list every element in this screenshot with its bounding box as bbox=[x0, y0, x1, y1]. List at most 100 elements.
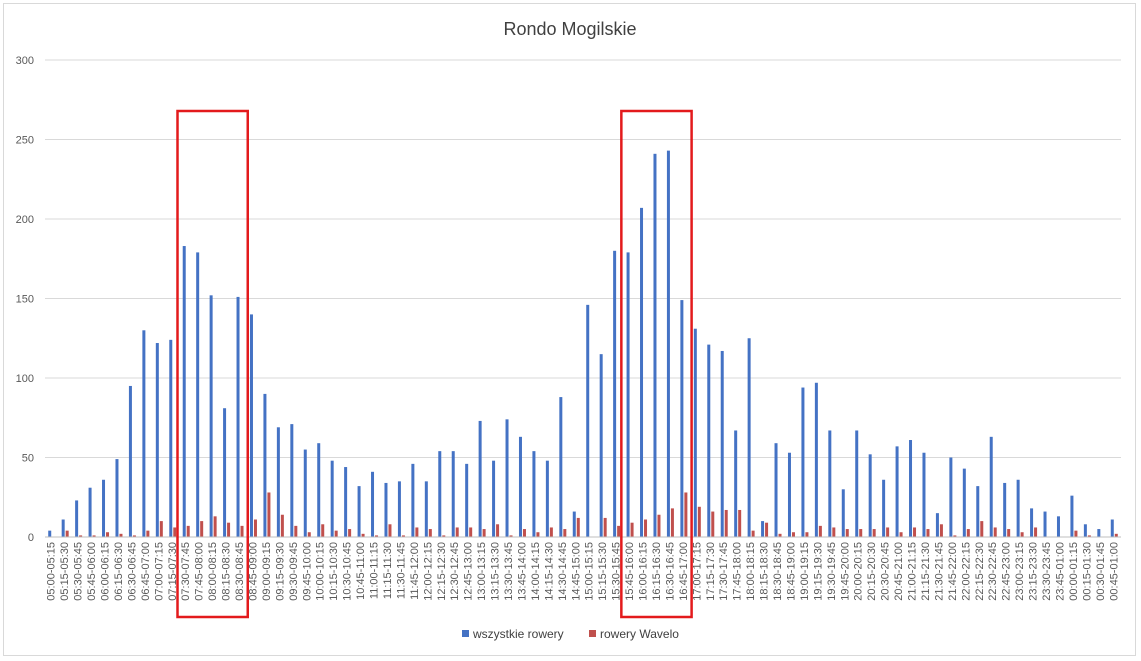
bar-wszystkie-rowery bbox=[841, 489, 845, 537]
x-tick-label: 09:30-09:45 bbox=[288, 542, 300, 601]
bar-wszystkie-rowery bbox=[801, 387, 805, 537]
x-tick-label: 20:15-20:30 bbox=[866, 542, 878, 601]
bar-rowery-wavelo bbox=[482, 529, 486, 537]
bar-wszystkie-rowery bbox=[855, 430, 859, 537]
bar-rowery-wavelo bbox=[92, 535, 96, 537]
bar-wszystkie-rowery bbox=[1110, 519, 1114, 537]
bar-wszystkie-rowery bbox=[48, 530, 52, 537]
bar-wszystkie-rowery bbox=[559, 397, 563, 537]
x-tick-label: 10:30-10:45 bbox=[342, 542, 354, 601]
bar-wszystkie-rowery bbox=[317, 443, 321, 537]
bar-wszystkie-rowery bbox=[814, 382, 818, 537]
bar-wszystkie-rowery bbox=[895, 446, 899, 537]
bar-rowery-wavelo bbox=[428, 529, 432, 537]
x-tick-label: 12:00-12:15 bbox=[422, 542, 434, 601]
highlight-box bbox=[176, 109, 249, 619]
bar-wszystkie-rowery bbox=[169, 339, 173, 537]
bar-wszystkie-rowery bbox=[115, 459, 119, 537]
bar-wszystkie-rowery bbox=[774, 443, 778, 537]
chart-frame bbox=[3, 3, 1136, 656]
bar-rowery-wavelo bbox=[926, 529, 930, 537]
bar-rowery-wavelo bbox=[401, 535, 405, 537]
x-axis: 05:00-05:15 05:15-05:30 05:30-05:45 05:45-0… bbox=[45, 536, 1121, 601]
gridlines bbox=[45, 59, 1121, 538]
bar-rowery-wavelo bbox=[65, 530, 69, 537]
bar-wszystkie-rowery bbox=[478, 420, 482, 537]
bar-wszystkie-rowery bbox=[882, 479, 886, 537]
bar-wszystkie-rowery bbox=[1083, 524, 1087, 537]
x-tick-label: 11:00-11:15 bbox=[369, 542, 381, 599]
x-tick-label: 06:30-06:45 bbox=[126, 542, 138, 601]
x-tick-label: 19:30-19:45 bbox=[826, 542, 838, 601]
bar-rowery-wavelo bbox=[697, 506, 701, 537]
bar-rowery-wavelo bbox=[79, 535, 83, 537]
x-tick-label: 07:15-07:30 bbox=[167, 542, 179, 601]
x-tick-label: 11:30-11:45 bbox=[395, 542, 407, 599]
bar-rowery-wavelo bbox=[200, 521, 204, 537]
bars bbox=[48, 150, 1118, 538]
bar-wszystkie-rowery bbox=[532, 451, 536, 537]
x-tick-label: 11:15-11:30 bbox=[382, 542, 394, 599]
bar-wszystkie-rowery bbox=[828, 430, 832, 537]
y-tick-label: 150 bbox=[16, 294, 34, 306]
bar-rowery-wavelo bbox=[872, 529, 876, 537]
x-tick-label: 00:45-01:00 bbox=[1108, 542, 1120, 601]
bar-wszystkie-rowery bbox=[209, 295, 213, 537]
x-tick-label: 14:30-14:45 bbox=[557, 542, 569, 601]
x-tick-label: 19:15-19:30 bbox=[812, 542, 824, 601]
bar-wszystkie-rowery bbox=[761, 521, 765, 537]
bar-wszystkie-rowery bbox=[962, 468, 966, 537]
bar-rowery-wavelo bbox=[549, 527, 553, 537]
bar-rowery-wavelo bbox=[267, 492, 271, 537]
x-tick-label: 05:00-05:15 bbox=[46, 542, 58, 601]
bar-wszystkie-rowery bbox=[949, 457, 953, 537]
x-tick-label: 06:15-06:30 bbox=[113, 542, 125, 601]
x-tick-label: 11:45-12:00 bbox=[409, 542, 421, 600]
x-tick-label: 15:15-15:30 bbox=[597, 542, 609, 601]
bar-wszystkie-rowery bbox=[102, 479, 106, 537]
legend: wszystkie rowery rowery Wavelo bbox=[462, 627, 679, 641]
bar-rowery-wavelo bbox=[522, 529, 526, 537]
bar-rowery-wavelo bbox=[1034, 527, 1038, 537]
bar-wszystkie-rowery bbox=[640, 207, 644, 537]
x-tick-label: 00:00-01:15 bbox=[1068, 542, 1080, 601]
x-tick-label: 09:15-09:30 bbox=[274, 542, 286, 601]
bar-rowery-wavelo bbox=[307, 532, 311, 537]
bar-rowery-wavelo bbox=[186, 525, 190, 537]
x-tick-label: 18:30-18:45 bbox=[772, 542, 784, 601]
bar-rowery-wavelo bbox=[576, 517, 580, 537]
x-tick-label: 17:00-17:15 bbox=[691, 542, 703, 601]
x-tick-label: 17:15-17:30 bbox=[705, 542, 717, 601]
bar-rowery-wavelo bbox=[119, 533, 123, 537]
bar-wszystkie-rowery bbox=[868, 454, 872, 537]
bar-rowery-wavelo bbox=[1087, 535, 1091, 537]
legend-swatch-wszystkie-rowery bbox=[462, 630, 469, 637]
bar-rowery-wavelo bbox=[536, 532, 540, 537]
bar-rowery-wavelo bbox=[832, 527, 836, 537]
x-tick-label: 14:45-15:00 bbox=[570, 542, 582, 601]
bar-rowery-wavelo bbox=[496, 524, 500, 537]
bar-rowery-wavelo bbox=[294, 525, 298, 537]
x-tick-label: 19:00-19:15 bbox=[799, 542, 811, 601]
x-tick-label: 17:30-17:45 bbox=[718, 542, 730, 601]
bar-rowery-wavelo bbox=[859, 529, 863, 537]
bar-wszystkie-rowery bbox=[155, 343, 159, 537]
bar-rowery-wavelo bbox=[966, 529, 970, 537]
bar-wszystkie-rowery bbox=[411, 463, 415, 537]
x-tick-label: 20:45-21:00 bbox=[893, 542, 905, 601]
x-tick-label: 13:30-13:45 bbox=[503, 542, 515, 601]
bar-wszystkie-rowery bbox=[613, 250, 617, 538]
bar-rowery-wavelo bbox=[146, 530, 150, 537]
x-tick-label: 22:30-22:45 bbox=[987, 542, 999, 601]
bar-rowery-wavelo bbox=[845, 529, 849, 537]
x-tick-label: 05:15-05:30 bbox=[59, 542, 71, 601]
bar-wszystkie-rowery bbox=[935, 513, 939, 537]
bar-wszystkie-rowery bbox=[492, 460, 496, 537]
bar-wszystkie-rowery bbox=[922, 452, 926, 537]
x-tick-label: 07:30-07:45 bbox=[180, 542, 192, 601]
bar-wszystkie-rowery bbox=[989, 436, 993, 537]
x-tick-label: 08:30-08:45 bbox=[234, 542, 246, 601]
bar-rowery-wavelo bbox=[711, 511, 715, 537]
bar-wszystkie-rowery bbox=[1097, 529, 1101, 537]
